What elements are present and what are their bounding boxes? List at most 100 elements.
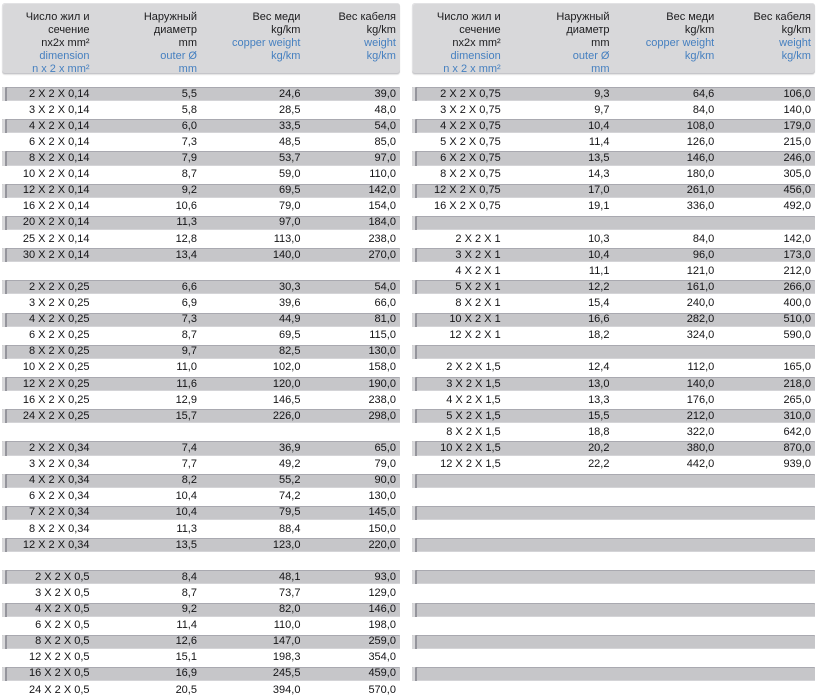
cell-copper-weight: 53,7 <box>279 151 301 164</box>
cell-outer-diameter: 20,2 <box>588 441 610 454</box>
cell-copper-weight: 176,0 <box>686 393 715 406</box>
cell-copper-weight: 380,0 <box>686 441 715 454</box>
cell-cable-weight <box>718 641 815 642</box>
cell-dimension <box>412 657 505 658</box>
table-row-empty <box>412 570 815 587</box>
cell-outer-diameter <box>505 657 614 658</box>
cell-copper-weight: 147,0 <box>272 635 301 648</box>
cell-cable-weight: 66,0 <box>374 296 396 309</box>
header-label-ru: kg/km <box>684 24 715 36</box>
header-cell-copper-weight: Вес меди kg/km copper weight kg/km <box>613 11 718 76</box>
cell-outer-diameter: 6,6 <box>181 280 197 293</box>
cell-cable-weight: 266,0 <box>783 280 811 293</box>
table-row: 8 X 2 X 0,75 14,3 180,0 305,0 <box>412 168 815 184</box>
cell-outer-diameter: 5,5 <box>181 87 197 100</box>
cell-outer-diameter: 10,4 <box>175 506 197 519</box>
cell-cable-weight <box>304 432 400 433</box>
table-row-empty <box>2 425 400 442</box>
cell-copper-weight: 97,0 <box>279 216 301 229</box>
cell-outer-diameter <box>505 512 614 513</box>
header-label-ru: сечение <box>459 24 501 36</box>
cell-cable-weight <box>304 271 400 272</box>
table-row: 6 X 2 X 0,5 11,4 110,0 198,0 <box>2 619 400 635</box>
table-row: 4 X 2 X 1,5 13,3 176,0 265,0 <box>412 393 815 410</box>
cell-copper-weight: 140,0 <box>686 377 715 390</box>
table-row-empty <box>412 666 815 684</box>
cell-copper-weight: 245,5 <box>272 667 301 680</box>
cell-dimension <box>412 690 505 691</box>
table-row: 2 X 2 X 0,14 5,5 24,6 39,0 <box>2 87 400 104</box>
cell-dimension: 12 X 2 X 1,5 <box>440 458 501 471</box>
cell-dimension: 2 X 2 X 0,5 <box>35 570 90 583</box>
cell-outer-diameter <box>505 496 614 497</box>
cell-cable-weight: 81,0 <box>374 313 396 326</box>
cell-copper-weight: 33,5 <box>279 119 301 132</box>
header-label-en: outer Ø <box>160 50 197 62</box>
table-row: 10 X 2 X 0,25 11,0 102,0 158,0 <box>2 361 400 377</box>
cell-cable-weight: 48,0 <box>374 103 396 116</box>
cell-dimension: 25 X 2 X 0,14 <box>22 232 90 245</box>
cell-outer-diameter <box>94 271 201 272</box>
cell-dimension: 30 X 2 X 0,14 <box>22 248 90 261</box>
cell-cable-weight <box>718 545 815 546</box>
cell-dimension: 2 X 2 X 1 <box>455 232 501 245</box>
cell-dimension <box>412 609 505 610</box>
cell-copper-weight <box>613 529 718 530</box>
table-row: 3 X 2 X 0,34 7,7 49,2 79,0 <box>2 458 400 474</box>
cell-outer-diameter: 11,3 <box>176 216 197 229</box>
spec-table-left: Число жил и сечение nx2x mm² dimension n x 2… <box>2 0 400 699</box>
cell-copper-weight: 84,0 <box>692 103 715 116</box>
cell-outer-diameter <box>505 222 614 223</box>
header-label-en: dimension <box>450 50 501 62</box>
cell-cable-weight <box>718 496 815 497</box>
cell-cable-weight: 93,0 <box>374 570 396 583</box>
table-row: 16 X 2 X 0,5 16,9 245,5 459,0 <box>2 666 400 684</box>
cell-dimension: 5 X 2 X 1,5 <box>446 409 501 422</box>
table-row-empty <box>412 344 815 361</box>
cell-copper-weight: 146,0 <box>686 151 715 164</box>
cell-dimension <box>412 561 505 562</box>
cell-cable-weight: 270,0 <box>368 248 396 261</box>
cell-cable-weight <box>718 577 815 578</box>
cell-copper-weight: 48,5 <box>279 135 301 148</box>
table-row: 12 X 2 X 0,25 11,6 120,0 190,0 <box>2 376 400 394</box>
table-row: 8 X 2 X 0,34 11,3 88,4 150,0 <box>2 522 400 539</box>
header-label-ru: Вес меди <box>666 11 715 23</box>
cell-copper-weight: 180,0 <box>686 168 715 181</box>
cell-dimension: 3 X 2 X 0,75 <box>440 103 501 116</box>
cell-outer-diameter: 10,4 <box>175 490 197 503</box>
cell-dimension: 10 X 2 X 0,25 <box>22 361 90 374</box>
cell-copper-weight: 79,5 <box>279 506 301 519</box>
table-row: 12 X 2 X 0,75 17,0 261,0 456,0 <box>412 183 815 200</box>
cell-outer-diameter: 7,7 <box>181 458 197 471</box>
cell-copper-weight: 126,0 <box>686 135 715 148</box>
table-row-empty <box>412 473 815 490</box>
cell-outer-diameter: 11,4 <box>176 619 197 632</box>
cell-copper-weight <box>613 577 718 578</box>
header-label-en: n x 2 x mm² <box>443 63 501 75</box>
table-row-empty <box>412 602 815 619</box>
cell-outer-diameter: 6,0 <box>181 119 197 132</box>
cell-outer-diameter: 11,0 <box>176 361 197 374</box>
cell-outer-diameter: 15,5 <box>588 409 610 422</box>
cell-copper-weight: 49,2 <box>279 458 301 471</box>
table-row: 2 X 2 X 0,25 6,6 30,3 54,0 <box>2 280 400 297</box>
cell-copper-weight: 39,6 <box>279 296 301 309</box>
cell-cable-weight: 142,0 <box>368 184 396 197</box>
cell-copper-weight: 88,4 <box>279 522 301 535</box>
cell-cable-weight: 129,0 <box>368 586 396 599</box>
cell-outer-diameter <box>505 690 614 691</box>
cell-dimension: 3 X 2 X 0,34 <box>28 458 90 471</box>
table-row: 24 X 2 X 0,5 20,5 394,0 570,0 <box>2 683 400 699</box>
cell-cable-weight: 220,0 <box>368 538 396 551</box>
cell-outer-diameter: 11,3 <box>176 522 197 535</box>
header-cell-dimension: Число жил и сечение nx2x mm² dimension n x 2… <box>412 11 505 76</box>
cell-cable-weight: 218,0 <box>783 377 811 390</box>
cell-outer-diameter: 10,4 <box>588 248 610 261</box>
table-row: 3 X 2 X 0,75 9,7 84,0 140,0 <box>412 103 815 120</box>
cell-outer-diameter: 12,2 <box>588 280 610 293</box>
cell-copper-weight: 161,0 <box>686 280 715 293</box>
cell-dimension: 4 X 2 X 0,34 <box>28 474 90 487</box>
cell-cable-weight: 870,0 <box>783 441 811 454</box>
